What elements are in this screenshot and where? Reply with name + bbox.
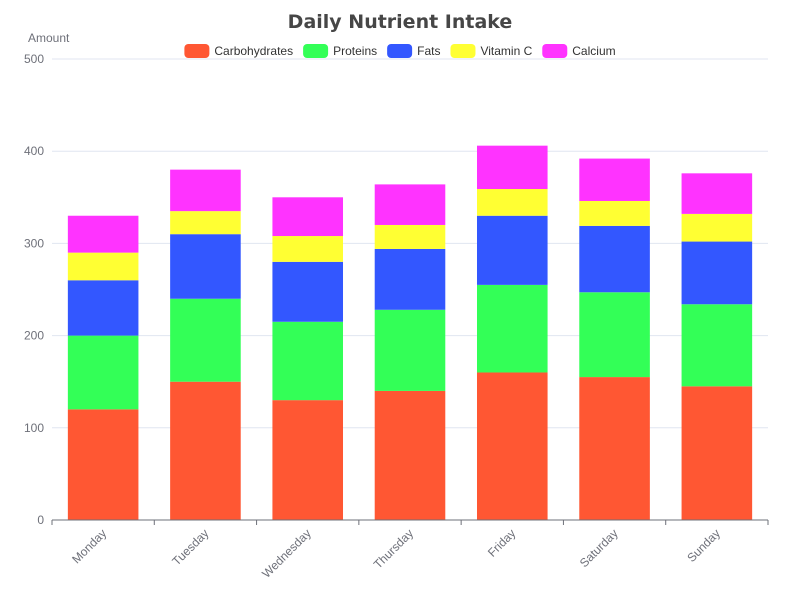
bar-proteins-friday[interactable] — [476, 284, 548, 373]
bar-calcium-wednesday[interactable] — [272, 197, 344, 237]
y-tick-label-400: 400 — [24, 144, 44, 158]
x-tick-label-tuesday: Tuesday — [169, 526, 211, 568]
bar-carbohydrates-thursday[interactable] — [374, 390, 446, 520]
y-axis-label: Amount — [28, 31, 70, 45]
bar-vitamin-c-thursday[interactable] — [374, 224, 446, 249]
legend-item-vitamin-c[interactable]: Vitamin C — [450, 44, 533, 58]
y-tick-label-100: 100 — [24, 421, 44, 435]
bar-vitamin-c-monday[interactable] — [67, 252, 139, 281]
legend-swatch — [184, 44, 210, 58]
legend-item-proteins[interactable]: Proteins — [303, 44, 377, 58]
legend-label: Vitamin C — [480, 44, 532, 58]
bar-proteins-saturday[interactable] — [579, 292, 650, 378]
y-tick-label-0: 0 — [37, 513, 44, 527]
bar-carbohydrates-saturday[interactable] — [579, 377, 650, 520]
bar-proteins-sunday[interactable] — [681, 304, 753, 387]
bar-fats-tuesday[interactable] — [170, 234, 241, 299]
y-tick-label-500: 500 — [24, 52, 44, 66]
legend-swatch — [387, 44, 413, 58]
bar-calcium-saturday[interactable] — [579, 158, 650, 201]
bar-carbohydrates-sunday[interactable] — [681, 386, 753, 520]
bar-proteins-monday[interactable] — [67, 335, 139, 410]
legend-label: Proteins — [333, 44, 377, 58]
bar-vitamin-c-tuesday[interactable] — [170, 211, 241, 235]
legend-swatch — [303, 44, 329, 58]
y-tick-label-200: 200 — [24, 329, 44, 343]
legend-swatch — [542, 44, 568, 58]
bar-fats-friday[interactable] — [476, 215, 548, 285]
bar-fats-monday[interactable] — [67, 280, 139, 336]
bar-carbohydrates-tuesday[interactable] — [170, 381, 241, 520]
bar-fats-sunday[interactable] — [681, 241, 753, 305]
legend-label: Carbohydrates — [214, 44, 293, 58]
bar-vitamin-c-saturday[interactable] — [579, 200, 650, 226]
bar-fats-thursday[interactable] — [374, 248, 446, 310]
x-tick-label-thursday: Thursday — [371, 526, 416, 571]
legend-item-carbohydrates[interactable]: Carbohydrates — [184, 44, 293, 58]
bar-calcium-friday[interactable] — [476, 145, 548, 190]
legend[interactable]: Carbohydrates Proteins Fats Vitamin C Calciu… — [184, 44, 616, 58]
bar-carbohydrates-wednesday[interactable] — [272, 400, 344, 520]
chart-title: Daily Nutrient Intake — [288, 11, 513, 33]
bar-fats-saturday[interactable] — [579, 225, 650, 293]
legend-label: Calcium — [572, 44, 615, 58]
x-tick-label-monday: Monday — [69, 526, 109, 566]
y-tick-label-300: 300 — [24, 236, 44, 250]
legend-item-calcium[interactable]: Calcium — [542, 44, 616, 58]
bars — [67, 145, 753, 520]
bar-vitamin-c-sunday[interactable] — [681, 213, 753, 242]
bar-proteins-thursday[interactable] — [374, 309, 446, 391]
bar-fats-wednesday[interactable] — [272, 261, 344, 322]
bar-vitamin-c-wednesday[interactable] — [272, 236, 344, 262]
legend-swatch — [450, 44, 476, 58]
bar-carbohydrates-friday[interactable] — [476, 372, 548, 520]
bar-proteins-tuesday[interactable] — [170, 298, 241, 382]
bar-carbohydrates-monday[interactable] — [67, 409, 139, 520]
x-tick-label-saturday: Saturday — [577, 526, 621, 570]
legend-item-fats[interactable]: Fats — [387, 44, 440, 58]
bar-proteins-wednesday[interactable] — [272, 321, 344, 401]
bar-vitamin-c-friday[interactable] — [476, 189, 548, 216]
legend-label: Fats — [417, 44, 440, 58]
x-tick-label-friday: Friday — [485, 526, 518, 559]
bar-calcium-monday[interactable] — [67, 215, 139, 253]
bar-calcium-thursday[interactable] — [374, 184, 446, 225]
x-tick-label-wednesday: Wednesday — [259, 526, 314, 581]
x-tick-label-sunday: Sunday — [684, 526, 723, 565]
bar-calcium-sunday[interactable] — [681, 173, 753, 214]
bar-calcium-tuesday[interactable] — [170, 169, 241, 212]
